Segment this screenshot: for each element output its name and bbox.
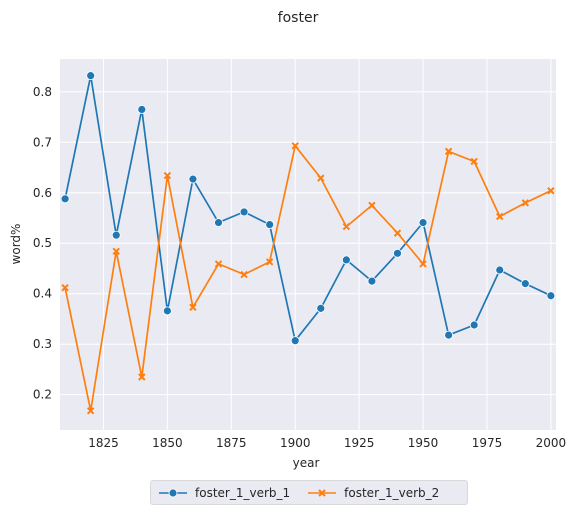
series-line-2 (64, 144, 552, 412)
y-tick-label: 0.5 (33, 236, 52, 250)
data-point-series-2 (547, 187, 555, 195)
data-point-series-2 (291, 142, 299, 150)
data-point-series-1 (60, 194, 70, 204)
legend: foster_1_verb_1 foster_1_verb_2 (150, 480, 468, 505)
data-point-series-2 (86, 407, 95, 415)
y-tick-label: 0.6 (33, 186, 52, 200)
data-point-series-1 (546, 291, 556, 301)
data-point-series-2 (393, 229, 402, 237)
x-tick-label: 1950 (408, 436, 439, 450)
legend-circle-marker-icon (159, 488, 187, 497)
series-line-1 (64, 74, 552, 342)
data-point-series-2 (470, 157, 478, 166)
legend-item-series-2: foster_1_verb_2 (308, 486, 439, 500)
data-point-series-2 (138, 373, 146, 381)
x-tick-label: 1900 (280, 436, 311, 450)
data-point-series-1 (341, 255, 351, 265)
data-point-series-1 (265, 220, 275, 229)
x-tick-label: 2000 (536, 436, 567, 450)
data-point-series-2 (368, 201, 376, 210)
data-point-series-2 (214, 260, 223, 268)
data-point-series-1 (239, 207, 249, 217)
data-point-series-1 (86, 71, 96, 81)
data-point-series-1 (137, 105, 147, 114)
data-point-series-2 (521, 199, 530, 207)
y-tick-label: 0.8 (33, 85, 52, 99)
data-point-series-1 (520, 279, 530, 289)
data-point-series-1 (162, 306, 172, 316)
chart-title: foster (278, 10, 319, 26)
data-point-series-2 (240, 270, 248, 279)
data-point-series-1 (418, 218, 428, 227)
series-lines (64, 74, 552, 412)
data-point-series-1 (393, 248, 402, 258)
data-point-series-2 (112, 247, 120, 256)
data-point-series-1 (444, 330, 454, 340)
grid-lines (60, 59, 556, 430)
x-tick-label: 1975 (472, 436, 503, 450)
legend-label-series-1: foster_1_verb_1 (195, 485, 291, 500)
data-point-series-1 (188, 174, 198, 184)
legend-x-marker-icon (308, 488, 337, 497)
x-tick-label: 1825 (88, 436, 119, 450)
x-tick-label: 1875 (216, 436, 247, 450)
series-markers (60, 71, 556, 415)
data-point-series-2 (61, 283, 69, 292)
data-point-series-2 (444, 147, 453, 156)
data-point-series-2 (342, 222, 351, 231)
data-point-series-1 (214, 218, 223, 227)
y-axis-ticks: 0.2 0.3 0.4 0.5 0.6 0.7 0.8 (33, 85, 52, 402)
legend-label-series-2: foster_1_verb_2 (344, 485, 440, 500)
data-point-series-2 (419, 260, 427, 268)
data-point-series-2 (496, 212, 504, 221)
data-point-series-2 (317, 174, 325, 182)
data-point-series-2 (189, 303, 197, 312)
data-point-series-1 (316, 303, 326, 313)
data-point-series-2 (163, 171, 172, 180)
data-point-series-1 (290, 336, 300, 346)
data-point-series-1 (111, 230, 121, 240)
x-axis-ticks: 1825 1850 1875 1900 1925 1950 1975 2000 (88, 436, 566, 450)
legend-item-series-1: foster_1_verb_1 (159, 486, 290, 500)
line-chart: foster 1825 1850 1875 1900 1925 1950 1975 2000 … (9, 10, 566, 470)
y-tick-label: 0.7 (33, 135, 52, 149)
data-point-series-1 (495, 265, 505, 275)
x-axis-label: year (293, 456, 320, 470)
plot-area (60, 59, 556, 430)
y-axis-label: word% (9, 224, 23, 265)
y-tick-label: 0.4 (33, 287, 52, 301)
x-tick-label: 1925 (344, 436, 375, 450)
x-tick-label: 1850 (152, 436, 183, 450)
data-point-series-2 (265, 258, 274, 266)
y-tick-label: 0.2 (33, 388, 52, 402)
y-tick-label: 0.3 (33, 337, 52, 351)
data-point-series-1 (367, 276, 377, 286)
data-point-series-1 (469, 320, 479, 330)
